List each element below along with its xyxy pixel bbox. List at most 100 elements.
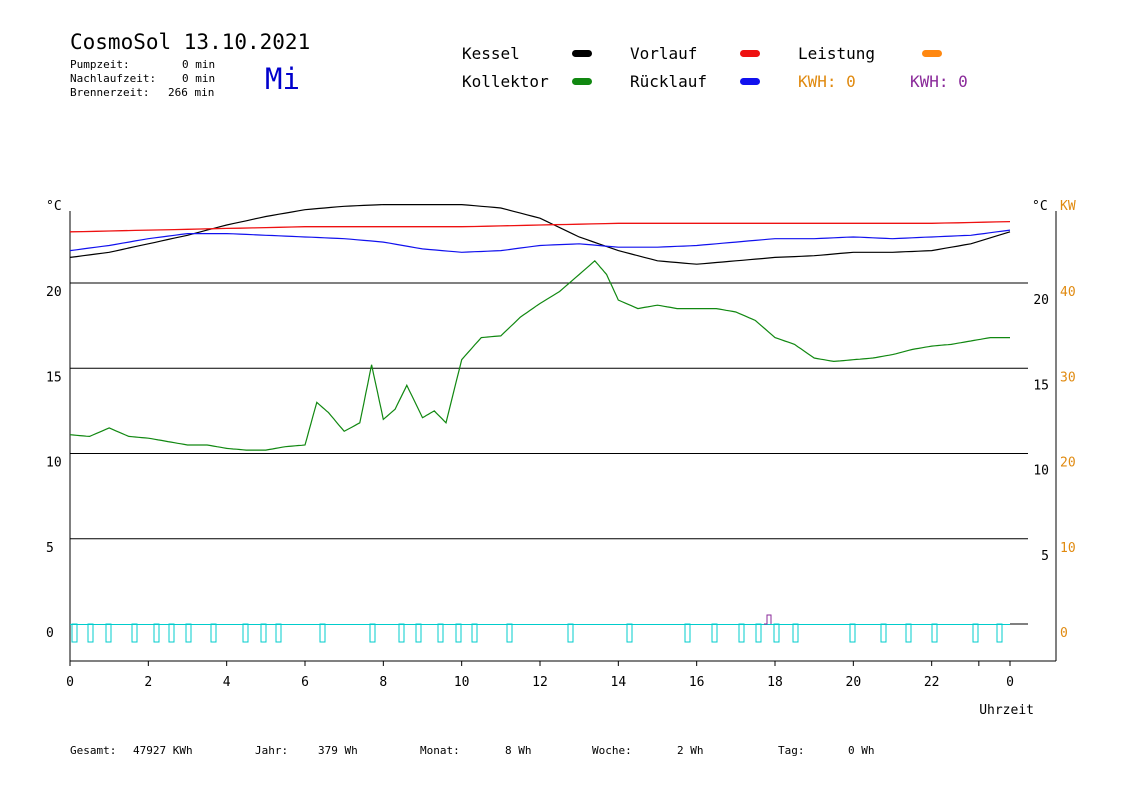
footer-jahr-value: 379 Wh	[318, 744, 358, 757]
pump-pulse	[755, 623, 762, 643]
pump-pulse	[567, 623, 574, 643]
pump-pulse	[684, 623, 691, 643]
x-axis-label: Uhrzeit	[979, 703, 1034, 718]
y-tick-left-label: 0	[46, 626, 54, 641]
chart-ticks: 0 2 4 6 8 10 12 14 16 18 20 22 0 Uhrzeit °C °C KW 20 15 10 5…	[46, 199, 1076, 718]
pump-pulse	[275, 623, 282, 643]
footer-gesamt-value: 47927 KWh	[133, 744, 193, 757]
y-tick-kw-label: 30	[1060, 370, 1076, 385]
y-tick-kw-label: 20	[1060, 456, 1076, 471]
legend-leistung-swatch	[922, 50, 942, 57]
legend-kwh-orange: KWH: 0	[798, 72, 856, 91]
legend-leistung-label: Leistung	[798, 44, 876, 63]
pump-pulse	[792, 623, 799, 643]
y-tick-right-label: 5	[1041, 549, 1049, 564]
nachlaufzeit-label: Nachlaufzeit:	[70, 72, 157, 85]
footer-woche-label: Woche:	[592, 744, 632, 757]
series-vorlauf	[69, 220, 1011, 233]
legend-kessel-label: Kessel	[462, 44, 520, 63]
pump-pulse	[398, 623, 405, 643]
pump-pulse	[931, 623, 938, 643]
footer-gesamt-label: Gesamt:	[70, 744, 117, 757]
pump-pulse	[153, 623, 160, 643]
series-kessel	[69, 204, 1011, 265]
x-tick-label: 8	[379, 675, 387, 690]
pump-pulse	[242, 623, 249, 643]
pump-pulse	[471, 623, 478, 643]
x-tick-label: 20	[846, 675, 862, 690]
brennerzeit-value: 266 min	[168, 86, 215, 99]
x-tick-label: 0	[66, 675, 74, 690]
pump-pulse	[626, 623, 633, 643]
y-axis-label-kw: KW	[1060, 199, 1076, 214]
footer-jahr-label: Jahr:	[255, 744, 289, 757]
legend-vorlauf-swatch	[740, 50, 760, 57]
y-tick-kw-label: 0	[1060, 626, 1068, 641]
legend-ruecklauf-swatch	[740, 78, 760, 85]
y-axis-label-right: °C	[1032, 199, 1048, 214]
pump-pulse	[437, 623, 444, 643]
weekday-label: Mi	[265, 62, 300, 96]
pump-pulse	[849, 623, 856, 643]
series-kollektor	[69, 259, 1010, 451]
x-tick-label: 12	[532, 675, 548, 690]
footer-tag-label: Tag:	[778, 744, 805, 757]
pump-pulse	[168, 623, 175, 643]
chart-grid	[70, 282, 1028, 625]
brennerzeit-label: Brennerzeit:	[70, 86, 150, 99]
pump-pulse	[738, 623, 745, 643]
pump-pulse	[455, 623, 462, 643]
pump-pulse	[185, 623, 192, 643]
pump-pulse	[210, 623, 217, 643]
x-tick-label: 6	[301, 675, 309, 690]
chart-series	[69, 204, 1011, 451]
pump-pulse	[905, 623, 912, 643]
y-tick-right-label: 15	[1033, 378, 1049, 393]
x-tick-label: 16	[689, 675, 705, 690]
pumpzeit-label: Pumpzeit:	[70, 58, 130, 71]
y-tick-right-label: 10	[1033, 464, 1049, 479]
footer-tag-value: 0 Wh	[848, 744, 875, 757]
pump-pulse	[972, 623, 979, 643]
pump-pulse	[131, 623, 138, 643]
x-tick-label: 10	[454, 675, 470, 690]
pumpzeit-value: 0 min	[182, 58, 216, 71]
pump-pulse	[506, 623, 513, 643]
y-axis-label-left: °C	[46, 199, 62, 214]
x-tick-label: 14	[611, 675, 627, 690]
y-tick-kw-label: 40	[1060, 285, 1076, 300]
x-tick-label: 18	[767, 675, 783, 690]
pump-pulse	[996, 623, 1003, 643]
pump-pulse	[105, 623, 112, 643]
legend-kessel-swatch	[572, 50, 592, 57]
pump-pulse	[773, 623, 780, 643]
legend-kollektor-label: Kollektor	[462, 72, 549, 91]
x-tick-label: 0	[1006, 675, 1014, 690]
y-tick-left-label: 5	[46, 541, 54, 556]
pump-pulse	[880, 623, 887, 643]
footer-monat-label: Monat:	[420, 744, 460, 757]
pump-pulse	[415, 623, 422, 643]
legend-kwh-purple: KWH: 0	[910, 72, 968, 91]
chart-axes	[69, 211, 1057, 662]
footer-monat-value: 8 Wh	[505, 744, 532, 757]
y-tick-left-label: 15	[46, 370, 62, 385]
pump-pulse	[71, 623, 78, 643]
power-pulse	[764, 614, 772, 625]
footer-woche-value: 2 Wh	[677, 744, 704, 757]
pump-markers	[70, 614, 1010, 643]
legend-kollektor-swatch	[572, 78, 592, 85]
y-tick-right-label: 20	[1033, 293, 1049, 308]
pump-pulse	[260, 623, 267, 643]
chart-title: CosmoSol 13.10.2021	[70, 30, 311, 54]
y-tick-kw-label: 10	[1060, 541, 1076, 556]
pump-pulse	[711, 623, 718, 643]
y-tick-left-label: 10	[46, 456, 62, 471]
x-tick-label: 4	[223, 675, 231, 690]
series-ruecklauf	[69, 229, 1011, 253]
pump-pulse	[87, 623, 94, 643]
nachlaufzeit-value: 0 min	[182, 72, 216, 85]
legend-vorlauf-label: Vorlauf	[630, 44, 698, 63]
x-tick-label: 2	[144, 675, 152, 690]
